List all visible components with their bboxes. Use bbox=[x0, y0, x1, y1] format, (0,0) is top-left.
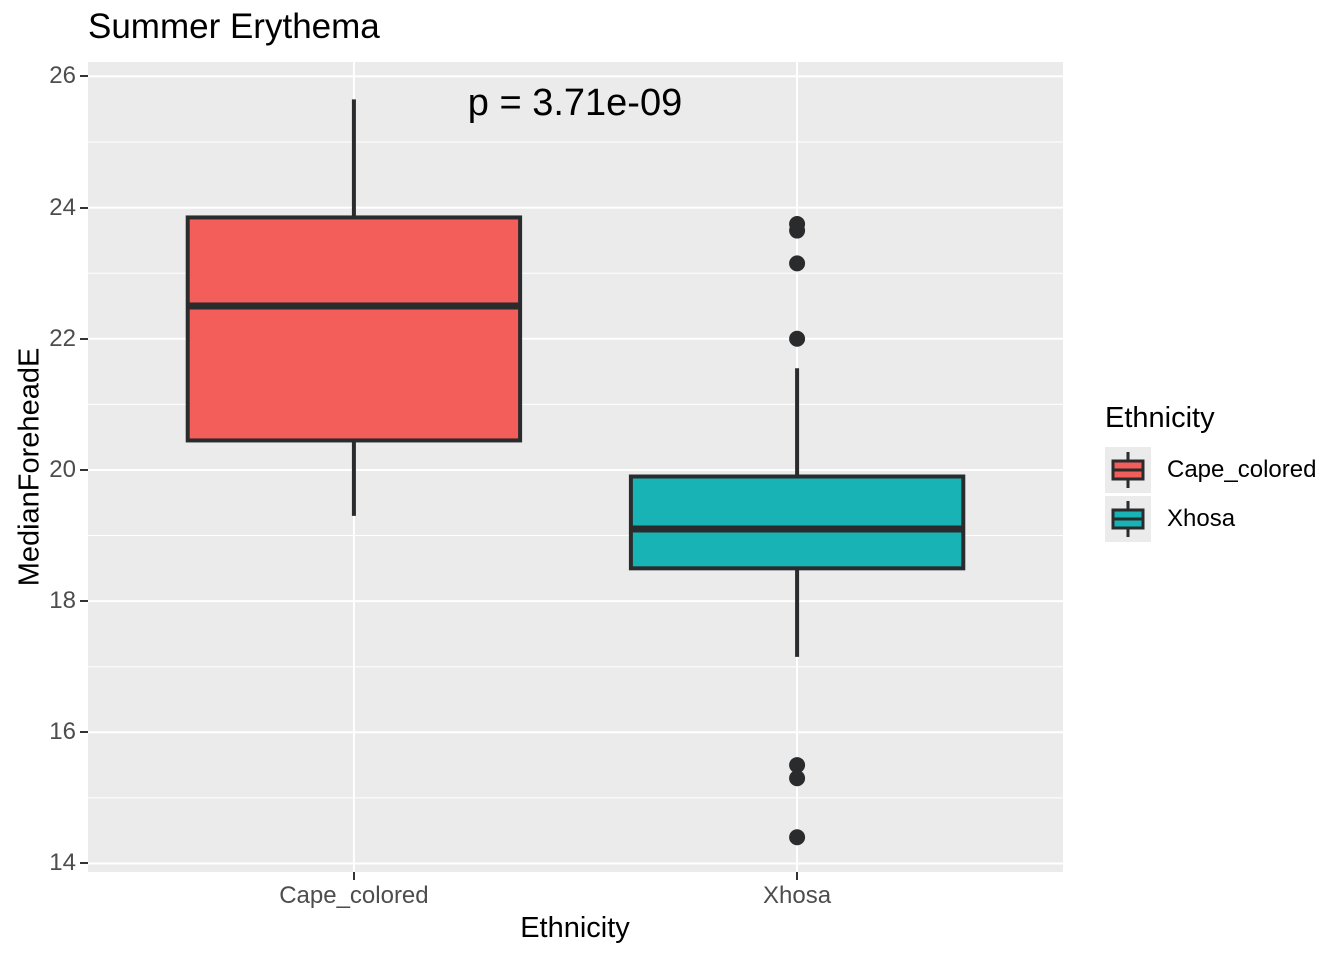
outlier-point-Xhosa bbox=[789, 770, 806, 787]
outlier-point-Xhosa bbox=[789, 757, 806, 774]
legend: Ethnicity Cape_colored Xhosa bbox=[1105, 402, 1316, 545]
y-tick-label: 14 bbox=[49, 849, 76, 877]
x-tick-mark bbox=[796, 872, 799, 880]
box-Cape_colored bbox=[185, 215, 523, 443]
legend-label: Cape_colored bbox=[1167, 456, 1317, 483]
legend-item-Xhosa: Xhosa bbox=[1105, 496, 1316, 542]
plot-title: Summer Erythema bbox=[88, 7, 380, 46]
legend-title: Ethnicity bbox=[1105, 402, 1215, 434]
y-tick-mark bbox=[80, 468, 88, 471]
box-Xhosa bbox=[628, 474, 966, 571]
legend-key-boxplot-icon bbox=[1105, 447, 1151, 493]
outlier-point-Xhosa bbox=[789, 222, 806, 239]
outlier-point-Xhosa bbox=[789, 829, 806, 846]
y-tick-label: 16 bbox=[49, 718, 76, 746]
plot-panel bbox=[88, 62, 1063, 872]
legend-label: Xhosa bbox=[1167, 505, 1236, 532]
x-tick-label-Cape_colored: Cape_colored bbox=[279, 882, 429, 909]
y-tick-label: 18 bbox=[49, 587, 76, 615]
x-tick-label-Xhosa: Xhosa bbox=[763, 882, 832, 909]
y-tick-mark bbox=[80, 75, 88, 78]
y-tick-mark bbox=[80, 862, 88, 865]
x-tick-mark bbox=[352, 872, 355, 880]
y-tick-mark bbox=[80, 731, 88, 734]
legend-key-boxplot-icon bbox=[1105, 496, 1151, 542]
boxplot-canvas bbox=[88, 62, 1063, 872]
y-tick-mark bbox=[80, 206, 88, 209]
y-tick-label: 24 bbox=[49, 193, 76, 221]
x-axis-title: Ethnicity bbox=[520, 912, 630, 944]
y-tick-label: 26 bbox=[49, 62, 76, 90]
outlier-point-Xhosa bbox=[789, 330, 806, 347]
legend-items: Cape_colored Xhosa bbox=[1105, 447, 1316, 542]
y-tick-mark bbox=[80, 337, 88, 340]
p-value-annotation: p = 3.71e-09 bbox=[467, 82, 683, 124]
y-axis-title: MedianForeheadE bbox=[13, 347, 46, 587]
y-tick-mark bbox=[80, 600, 88, 603]
y-tick-label: 20 bbox=[49, 455, 76, 483]
outlier-point-Xhosa bbox=[789, 255, 806, 272]
y-tick-label: 22 bbox=[49, 324, 76, 352]
legend-item-Cape_colored: Cape_colored bbox=[1105, 447, 1316, 493]
